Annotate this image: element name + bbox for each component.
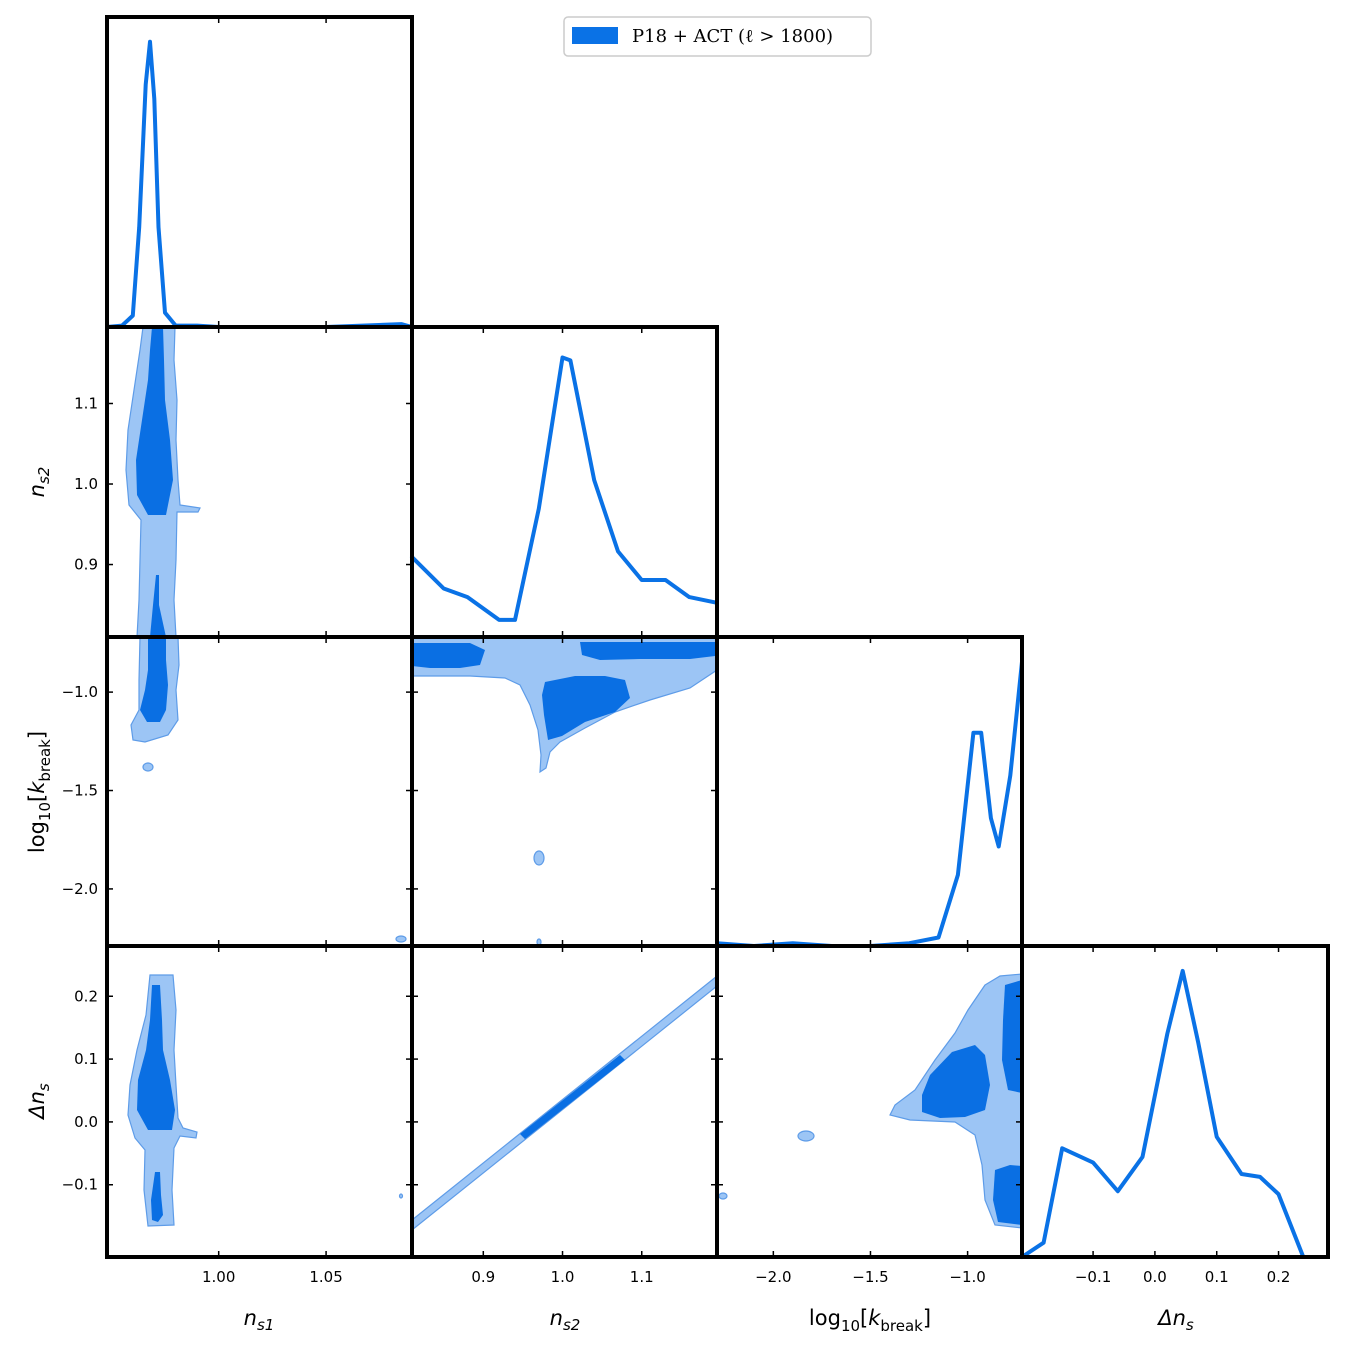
tick-label-x-logk: −1.5 [852,1268,888,1286]
ylabel-dns: Δns [25,1083,53,1121]
contour-ns2-logk [411,636,718,946]
contour-inner-ns1-dns [137,985,175,1130]
tick-label-y-logk: −1.5 [62,782,98,800]
contour-inner-ns1-ns2 [136,327,173,515]
contour-inner-logk-dns [1002,980,1022,1093]
contour-inner-ns1-dns-low [151,1172,163,1222]
frame-dns-marginal [1020,944,1330,1259]
tick-label-y-dns: −0.1 [62,1176,98,1194]
contour-island-logk-dns [797,1130,815,1142]
tick-label-y-logk: −1.0 [62,683,98,701]
tick-label-x-ns2: 0.9 [471,1268,495,1286]
legend-swatch [572,27,618,44]
contour-inner-ns1-logk [140,637,168,722]
contour-inner-ns2-logk-right [580,642,717,660]
contour-island-ns1-logk-2 [395,935,407,943]
marginal-curve-ns2 [410,355,719,622]
frame-ns2-marginal [410,325,719,639]
contour-ns1-logk [130,636,407,943]
xlabel-logk: log10[kbreak] [809,1306,931,1335]
ticks: 1.00 1.05 0.9 1.0 1.1 −2.0 −1.5 −1.0 −0.1 0.0 0.1 0… [62,17,1291,1286]
tick-label-y-dns: 0.2 [74,987,98,1005]
panel-frames [105,15,1330,1259]
tick-label-x-dns: 0.1 [1205,1268,1229,1286]
tick-label-x-logk: −2.0 [755,1268,791,1286]
contour-inner-ns2-logk-mid [542,676,630,740]
tick-label-x-dns: 0.0 [1143,1268,1167,1286]
tick-label-x-dns: 0.2 [1267,1268,1291,1286]
marginal-curve-ns1 [105,39,414,329]
tick-label-y-ns2: 1.0 [74,475,98,493]
tick-label-y-dns: 0.1 [74,1050,98,1068]
tick-label-x-dns: −0.1 [1075,1268,1111,1286]
legend: P18 + ACT (ℓ > 1800) [563,16,872,57]
frame-logk-marginal [715,635,1024,948]
contour-island-logk-dns-2 [718,1192,728,1200]
marginal-curve-dns [1020,968,1312,1259]
tick-label-x-ns2: 1.1 [630,1268,654,1286]
contour-ns1-ns2 [125,326,201,638]
contour-logk-dns [718,973,1023,1229]
contour-ns1-dns [127,974,404,1227]
ylabel-ns2: ns2 [25,467,53,498]
xlabel-dns: Δns [1156,1306,1194,1334]
tick-label-x-ns1: 1.05 [309,1268,342,1286]
contour-island-ns2-logk [533,850,545,866]
contour-ns2-dns [411,974,718,1232]
contour-inner-logk-dns-low [993,1165,1022,1225]
contour-inner-ns2-logk [412,643,485,668]
xlabel-ns1: ns1 [244,1306,275,1334]
marginal-curve-logk [715,659,1024,948]
tick-label-x-logk: −1.0 [949,1268,985,1286]
legend-label: P18 + ACT (ℓ > 1800) [632,26,833,47]
tick-label-x-ns2: 1.0 [551,1268,575,1286]
ylabel-logk: log10[kbreak] [25,731,54,853]
contour-inner-ns1-ns2-low [150,575,166,637]
tick-label-y-dns: 0.0 [74,1113,98,1131]
xlabel-ns2: ns2 [550,1306,581,1334]
contour-inner-logk-dns-mid [922,1045,990,1118]
tick-label-y-ns2: 0.9 [74,556,98,574]
tick-label-y-logk: −2.0 [62,880,98,898]
contour-island-ns1-logk [142,762,154,772]
contour-inner-ns2-dns [520,1055,625,1139]
contour-island-ns1-dns [398,1193,404,1199]
tick-label-x-ns1: 1.00 [202,1268,235,1286]
tick-label-y-ns2: 1.1 [74,394,98,412]
legend-box [563,16,872,57]
